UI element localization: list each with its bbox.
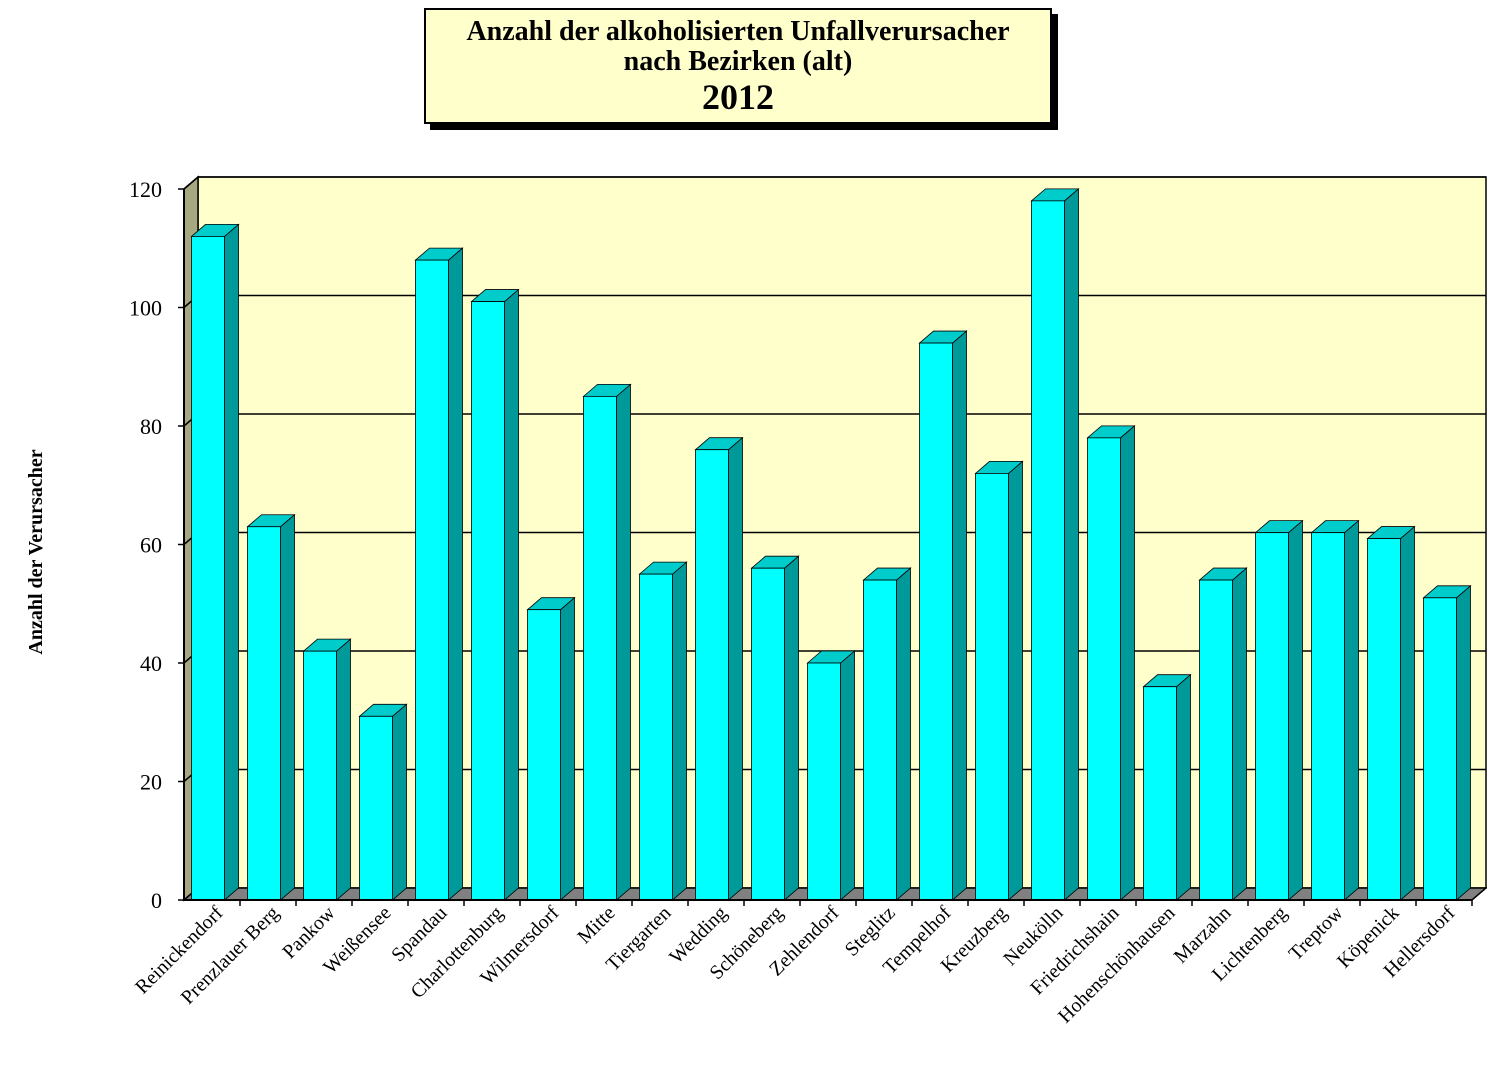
bar-front: [527, 609, 561, 901]
y-axis-label: Anzahl der Verursacher: [25, 449, 47, 654]
bar-side: [392, 703, 407, 901]
bar-front: [1087, 437, 1121, 901]
bar-side: [784, 555, 799, 901]
bar: [190, 223, 240, 901]
bar-side: [952, 330, 967, 901]
x-tick-label: Mitte: [573, 902, 619, 948]
bar-side: [1176, 673, 1191, 901]
bar-side: [280, 513, 295, 901]
bar-side: [616, 383, 631, 901]
chart-title-box: Anzahl der alkoholisierten Unfallverursa…: [424, 8, 1052, 124]
y-tick-label: 100: [129, 296, 162, 321]
bar-front: [1367, 538, 1401, 901]
bar-side: [1232, 567, 1247, 901]
chart-title-line2: nach Bezirken (alt): [623, 46, 853, 77]
bar-front: [751, 567, 785, 901]
bar: [1310, 519, 1360, 901]
bar-front: [975, 472, 1009, 901]
bar-side: [224, 223, 239, 901]
bar-front: [1143, 686, 1177, 901]
bar-front: [1311, 532, 1345, 901]
bar-front: [695, 449, 729, 901]
bar: [1422, 584, 1472, 901]
bar: [806, 650, 856, 901]
bar: [582, 383, 632, 901]
bar: [302, 638, 352, 901]
grid-line: [183, 176, 1486, 190]
bar-front: [1031, 200, 1065, 901]
bar-front: [919, 342, 953, 901]
bar-front: [471, 301, 505, 901]
bar-side: [1344, 519, 1359, 901]
bar: [1086, 424, 1136, 901]
bar-side: [1400, 525, 1415, 901]
y-tick-label: 20: [140, 770, 162, 795]
bar: [1198, 567, 1248, 901]
bar: [862, 567, 912, 901]
bar-front: [1255, 532, 1289, 901]
y-tick-label: 120: [129, 177, 162, 202]
bar-side: [672, 561, 687, 901]
bar: [638, 561, 688, 901]
bar-side: [560, 596, 575, 901]
bar-side: [728, 436, 743, 901]
bar-front: [359, 715, 393, 901]
bar: [918, 330, 968, 901]
bar-front: [415, 259, 449, 901]
bar-side: [896, 567, 911, 901]
bar-side: [840, 650, 855, 901]
bar-front: [639, 573, 673, 901]
chart-title-line1: Anzahl der alkoholisierten Unfallverursa…: [466, 16, 1010, 47]
bar: [526, 596, 576, 901]
bar: [414, 247, 464, 901]
y-tick-label: 40: [140, 651, 162, 676]
bar-front: [303, 650, 337, 901]
bar-front: [583, 395, 617, 901]
bar: [1254, 519, 1304, 901]
bar-front: [1199, 579, 1233, 901]
bar: [750, 555, 800, 901]
bar: [470, 288, 520, 901]
bar: [358, 703, 408, 901]
bar-side: [1288, 519, 1303, 901]
y-axis: 0 20 40 60 80 100 120: [129, 177, 185, 913]
bar-side: [448, 247, 463, 901]
bar-front: [807, 662, 841, 901]
bar-side: [1120, 424, 1135, 901]
bar-side: [1008, 460, 1023, 901]
bar: [1142, 673, 1192, 901]
bar-front: [1423, 597, 1457, 901]
chart-title-year: 2012: [702, 77, 774, 117]
bar-front: [191, 235, 225, 901]
bar-front: [863, 579, 897, 901]
bar-front: [247, 526, 281, 901]
bar-side: [1064, 187, 1079, 901]
x-tick-label: Prenzlauer Berg: [177, 902, 284, 1009]
bar-side: [504, 288, 519, 901]
bar-side: [1456, 584, 1471, 901]
bar: [974, 460, 1024, 901]
bar-side: [336, 638, 351, 901]
y-tick-label: 80: [140, 414, 162, 439]
bar: [246, 513, 296, 901]
bar: [1030, 187, 1080, 901]
bar: [1366, 525, 1416, 901]
y-tick-label: 0: [151, 888, 162, 913]
bars: [190, 187, 1472, 901]
bar: [694, 436, 744, 901]
y-tick-label: 60: [140, 533, 162, 558]
